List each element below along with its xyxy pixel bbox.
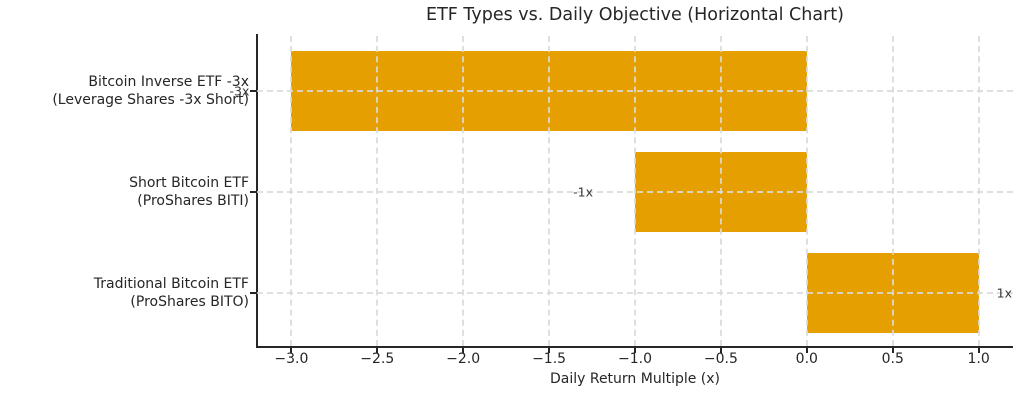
x-tick-mark xyxy=(977,347,980,353)
x-tick-label: 0.0 xyxy=(795,351,818,367)
x-tick-mark xyxy=(376,347,379,353)
chart-title: ETF Types vs. Daily Objective (Horizonta… xyxy=(426,5,844,25)
x-tick-mark xyxy=(462,347,465,353)
y-category-label: Traditional Bitcoin ETF (ProShares BITO) xyxy=(0,275,249,311)
y-category-label-line: (ProShares BITI) xyxy=(137,192,249,209)
bar-value-label: -1x xyxy=(573,184,593,200)
x-tick-label: −3.0 xyxy=(274,351,309,367)
x-tick-label: 1.0 xyxy=(967,351,990,367)
y-category-label-line: (Leverage Shares -3x Short) xyxy=(52,91,249,108)
x-tick-mark xyxy=(719,347,722,353)
bar xyxy=(635,151,807,232)
x-tick-label: −2.0 xyxy=(446,351,481,367)
y-category-label-line: Traditional Bitcoin ETF xyxy=(93,275,249,292)
x-tick-label: 0.5 xyxy=(881,351,904,367)
x-tick-mark xyxy=(634,347,636,353)
x-tick-label: −1.0 xyxy=(618,351,652,367)
x-tick-mark xyxy=(548,347,551,353)
y-category-label-line: (ProShares BITO) xyxy=(130,293,249,310)
plot-area: -3x -1x 1x xyxy=(230,36,1013,346)
x-tick-mark xyxy=(290,347,293,353)
x-tick-label: −0.5 xyxy=(703,351,738,367)
x-axis-label: Daily Return Multiple (x) xyxy=(549,371,721,387)
x-tick-mark xyxy=(805,347,808,353)
x-tick-label: −2.5 xyxy=(360,351,395,367)
bar-value-label: 1x xyxy=(996,285,1012,301)
y-category-label: Bitcoin Inverse ETF -3x (Leverage Shares … xyxy=(0,73,249,109)
y-category-label-line: Short Bitcoin ETF xyxy=(129,174,249,191)
y-tick-mark xyxy=(250,190,257,193)
bar xyxy=(806,252,979,333)
x-tick-mark xyxy=(891,347,894,353)
x-tick-label: −1.5 xyxy=(532,351,567,367)
y-tick-mark xyxy=(250,89,257,92)
y-category-label-line: Bitcoin Inverse ETF -3x xyxy=(88,73,249,90)
y-tick-mark xyxy=(250,291,257,294)
bar xyxy=(291,50,807,131)
bar-value-label: -3x xyxy=(229,83,250,99)
y-category-label: Short Bitcoin ETF (ProShares BITI) xyxy=(0,174,249,210)
